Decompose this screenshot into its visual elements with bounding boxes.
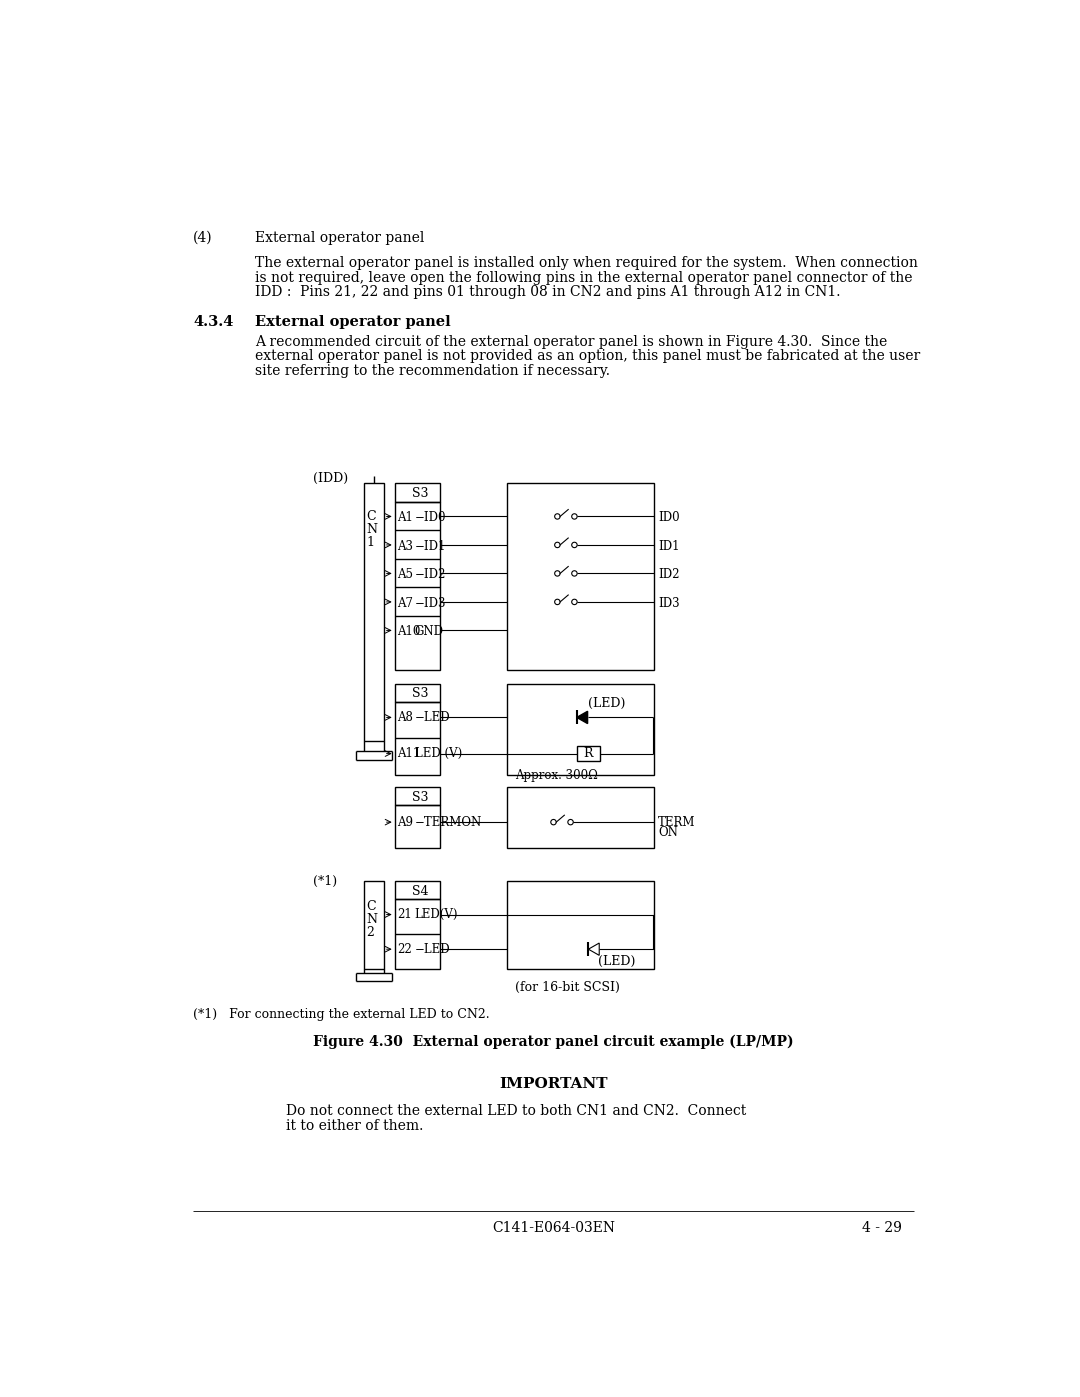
- Text: Do not connect the external LED to both CN1 and CN2.  Connect: Do not connect the external LED to both …: [286, 1104, 746, 1118]
- Bar: [364, 880, 383, 970]
- Text: (IDD): (IDD): [313, 472, 349, 485]
- Text: TERM: TERM: [658, 816, 696, 828]
- Text: −ID2: −ID2: [415, 569, 446, 581]
- Bar: [394, 880, 440, 900]
- Text: IDD :  Pins 21, 22 and pins 01 through 08 in CN2 and pins A1 through A12 in CN1.: IDD : Pins 21, 22 and pins 01 through 08…: [255, 285, 840, 299]
- Text: The external operator panel is installed only when required for the system.  Whe: The external operator panel is installed…: [255, 256, 918, 270]
- Text: −LED: −LED: [415, 711, 450, 724]
- Text: External operator panel: External operator panel: [255, 231, 424, 244]
- Text: A3: A3: [397, 539, 413, 553]
- Bar: [394, 900, 440, 970]
- Text: C141-E064-03EN: C141-E064-03EN: [492, 1221, 615, 1235]
- Bar: [394, 502, 440, 669]
- Text: 4.3.4: 4.3.4: [193, 316, 233, 330]
- Text: ID1: ID1: [658, 539, 679, 553]
- Bar: [394, 703, 440, 775]
- Text: 22: 22: [397, 943, 411, 956]
- Text: S3: S3: [413, 488, 429, 500]
- Text: −LED: −LED: [415, 943, 450, 956]
- Polygon shape: [577, 711, 588, 724]
- Text: IMPORTANT: IMPORTANT: [499, 1077, 608, 1091]
- Text: R: R: [583, 747, 593, 760]
- Text: 4 - 29: 4 - 29: [862, 1221, 902, 1235]
- Text: Figure 4.30  External operator panel circuit example (LP/MP): Figure 4.30 External operator panel circ…: [313, 1035, 794, 1049]
- Text: (*1)   For connecting the external LED to CN2.: (*1) For connecting the external LED to …: [193, 1007, 489, 1021]
- Text: ID3: ID3: [658, 597, 679, 609]
- Text: (LED): (LED): [598, 956, 636, 968]
- Text: is not required, leave open the following pins in the external operator panel co: is not required, leave open the followin…: [255, 271, 913, 285]
- Text: (for 16-bit SCSI): (for 16-bit SCSI): [515, 981, 620, 993]
- Text: external operator panel is not provided as an option, this panel must be fabrica: external operator panel is not provided …: [255, 349, 920, 363]
- Text: A10: A10: [397, 624, 420, 638]
- Text: 21: 21: [397, 908, 411, 922]
- Text: ID2: ID2: [658, 569, 679, 581]
- Text: (4): (4): [193, 231, 213, 244]
- Text: A11: A11: [397, 747, 420, 760]
- Text: S3: S3: [413, 791, 429, 803]
- Text: C: C: [366, 900, 376, 912]
- Text: Approx. 300Ω: Approx. 300Ω: [515, 768, 597, 782]
- Text: LED (V): LED (V): [415, 747, 462, 760]
- Text: A7: A7: [397, 597, 413, 609]
- Bar: [507, 787, 654, 848]
- Text: (*1): (*1): [313, 875, 337, 887]
- Text: 2: 2: [366, 926, 374, 939]
- Text: A9: A9: [397, 816, 413, 828]
- Text: −TERMON: −TERMON: [415, 816, 482, 828]
- Text: GND: GND: [415, 624, 444, 638]
- Bar: [394, 805, 440, 848]
- Text: −ID1: −ID1: [415, 539, 446, 553]
- Text: ON: ON: [658, 826, 678, 840]
- Bar: [394, 683, 440, 703]
- Bar: [507, 483, 654, 669]
- Text: A recommended circuit of the external operator panel is shown in Figure 4.30.  S: A recommended circuit of the external op…: [255, 335, 888, 349]
- Text: N: N: [366, 914, 377, 926]
- Text: S3: S3: [413, 687, 429, 700]
- Text: A8: A8: [397, 711, 413, 724]
- Text: site referring to the recommendation if necessary.: site referring to the recommendation if …: [255, 365, 610, 379]
- Text: N: N: [366, 524, 377, 536]
- Text: −ID3: −ID3: [415, 597, 446, 609]
- Bar: [577, 746, 600, 761]
- Bar: [507, 880, 654, 970]
- Bar: [364, 483, 383, 742]
- Text: S4: S4: [413, 884, 429, 897]
- Text: External operator panel: External operator panel: [255, 316, 450, 330]
- Text: (LED): (LED): [589, 697, 625, 711]
- Text: 1: 1: [366, 536, 374, 549]
- Text: LED(V): LED(V): [415, 908, 458, 922]
- Bar: [394, 787, 440, 805]
- Text: A1: A1: [397, 511, 413, 524]
- Text: −ID0: −ID0: [415, 511, 446, 524]
- Text: C: C: [366, 510, 376, 524]
- Text: A5: A5: [397, 569, 413, 581]
- Text: it to either of them.: it to either of them.: [286, 1119, 423, 1133]
- Text: ID0: ID0: [658, 511, 679, 524]
- Bar: [507, 683, 654, 775]
- Bar: [394, 483, 440, 502]
